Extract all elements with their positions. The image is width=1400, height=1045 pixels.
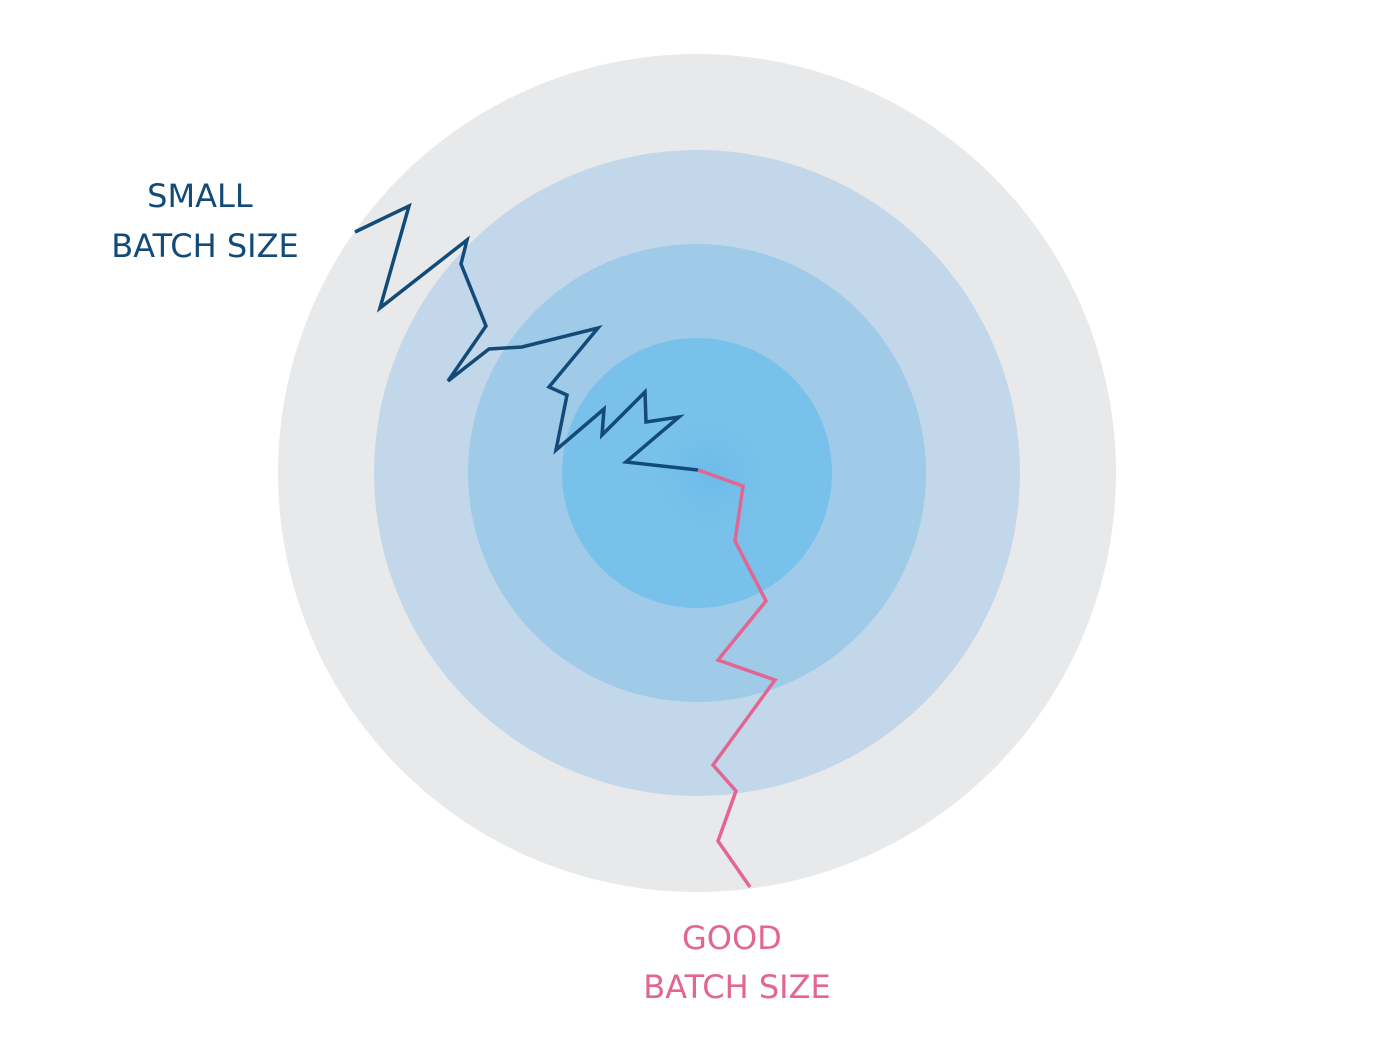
good-batch-label-line2: BATCH SIZE	[643, 968, 831, 1006]
good-batch-label: GOOD BATCH SIZE	[643, 919, 831, 1006]
small-batch-path	[354, 202, 699, 472]
small-batch-label: SMALL BATCH SIZE	[111, 177, 299, 265]
good-batch-label-line1: GOOD	[682, 919, 782, 957]
small-batch-label-line1: SMALL	[147, 177, 253, 215]
good-batch-path	[697, 468, 778, 888]
small-batch-label-line2: BATCH SIZE	[111, 227, 299, 265]
